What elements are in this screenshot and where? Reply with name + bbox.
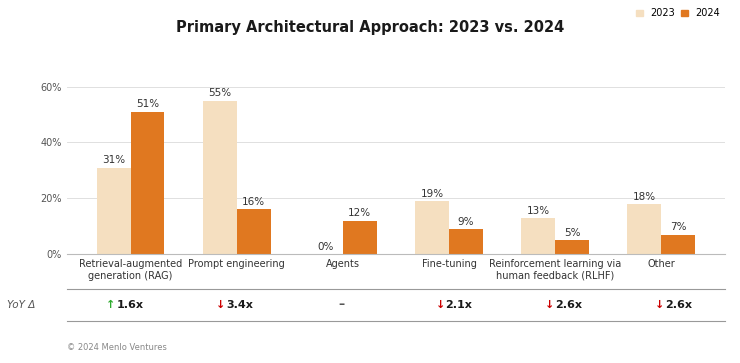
Bar	[521, 218, 555, 254]
Text: –: –	[338, 298, 344, 311]
Bar	[662, 234, 696, 254]
Text: 16%: 16%	[242, 197, 265, 207]
Text: 12%: 12%	[349, 208, 371, 219]
Text: 7%: 7%	[670, 222, 687, 232]
Text: 55%: 55%	[208, 88, 231, 98]
Text: ↓: ↓	[545, 300, 555, 310]
Text: 51%: 51%	[136, 99, 159, 110]
Text: 2.1x: 2.1x	[445, 300, 472, 310]
Text: 31%: 31%	[102, 155, 125, 165]
Text: 18%: 18%	[633, 192, 656, 201]
Text: ↓: ↓	[435, 300, 445, 310]
Bar	[415, 201, 449, 254]
Text: 13%: 13%	[527, 205, 550, 216]
Bar	[628, 204, 662, 254]
Text: 3.4x: 3.4x	[226, 300, 253, 310]
Legend: 2023, 2024: 2023, 2024	[636, 8, 720, 19]
Text: 2.6x: 2.6x	[665, 300, 692, 310]
Bar	[343, 221, 377, 254]
Text: © 2024 Menlo Ventures: © 2024 Menlo Ventures	[67, 343, 166, 352]
Text: 0%: 0%	[317, 242, 334, 252]
Bar	[130, 112, 164, 254]
Bar	[237, 209, 271, 254]
Text: YoY Δ: YoY Δ	[7, 300, 36, 310]
Text: 9%: 9%	[458, 217, 474, 227]
Text: ↓: ↓	[216, 300, 225, 310]
Text: ↓: ↓	[655, 300, 665, 310]
Bar	[555, 240, 589, 254]
Bar	[203, 101, 237, 254]
Text: 1.6x: 1.6x	[116, 300, 144, 310]
Text: 5%: 5%	[564, 228, 580, 238]
Text: Primary Architectural Approach: 2023 vs. 2024: Primary Architectural Approach: 2023 vs.…	[176, 20, 564, 35]
Text: ↑: ↑	[106, 300, 115, 310]
Bar	[449, 229, 483, 254]
Text: 19%: 19%	[420, 189, 443, 199]
Bar	[96, 168, 130, 254]
Text: 2.6x: 2.6x	[555, 300, 582, 310]
